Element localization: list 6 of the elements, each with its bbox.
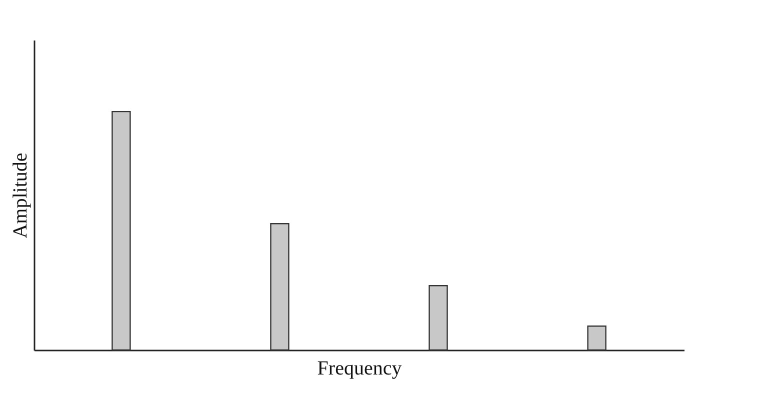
y-axis-title: Amplitude	[10, 152, 32, 238]
x-axis-title: Frequency	[317, 358, 402, 380]
bar	[587, 326, 606, 351]
bar	[428, 285, 448, 351]
bar	[270, 223, 290, 351]
bar	[112, 110, 131, 351]
